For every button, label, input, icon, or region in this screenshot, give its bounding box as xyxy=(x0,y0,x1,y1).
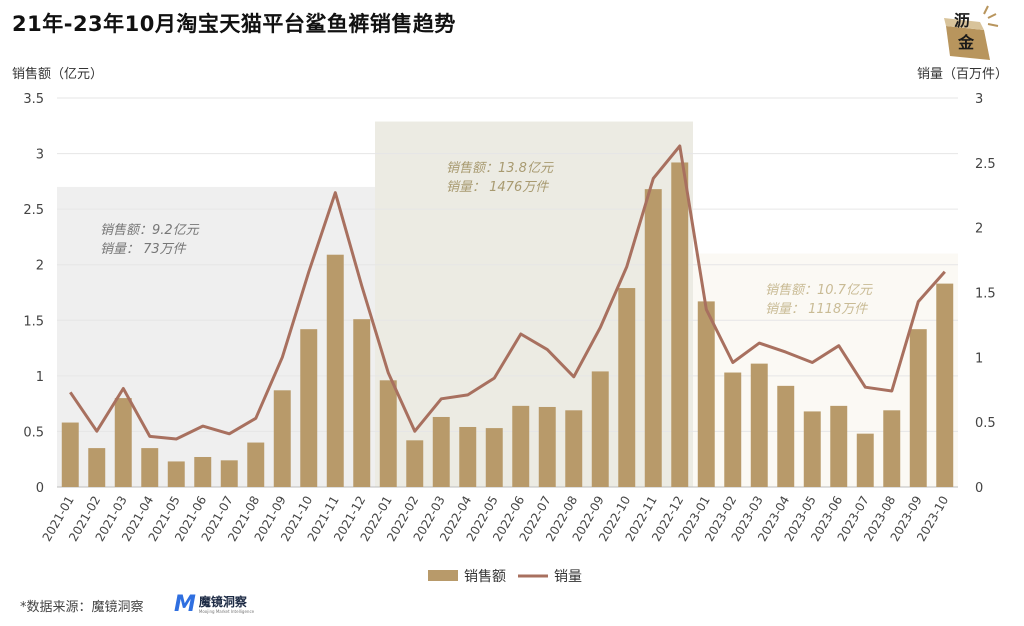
left-tick-label: 0.5 xyxy=(23,425,44,440)
bar-2022-05 xyxy=(485,428,503,487)
bar-2023-05 xyxy=(803,411,821,487)
bar-2023-01 xyxy=(697,301,715,487)
bar-2022-11 xyxy=(644,189,662,487)
right-tick-label: 0 xyxy=(975,481,983,496)
left-axis-title: 销售额（亿元） xyxy=(12,66,103,82)
bar-2021-11 xyxy=(326,254,344,487)
annotation-2-line-2: 销量： 1476万件 xyxy=(446,180,549,195)
bar-2021-01 xyxy=(61,422,79,487)
logo-box-lid xyxy=(944,18,984,30)
bar-2023-08 xyxy=(883,410,901,487)
bar-2022-10 xyxy=(618,288,636,487)
left-axis-ticks: 0 0.5 1 1.5 2 2.5 3 3.5 xyxy=(23,92,44,496)
annotation-3-line-1: 销售额：10.7亿元 xyxy=(765,283,873,298)
left-tick-label: 2 xyxy=(36,259,44,274)
logo-text-bottom: 金 xyxy=(957,33,975,52)
left-tick-label: 1 xyxy=(36,370,44,385)
bar-2021-04 xyxy=(141,448,159,487)
annotation-2-line-1: 销售额：13.8亿元 xyxy=(446,161,554,176)
bar-2022-08 xyxy=(565,410,583,487)
period-shades xyxy=(57,121,958,487)
bar-2022-02 xyxy=(406,440,424,487)
left-tick-label: 2.5 xyxy=(23,203,44,218)
bar-2021-03 xyxy=(114,398,132,487)
sparkle-box-logo: 沥 金 xyxy=(944,5,999,60)
bar-2022-06 xyxy=(512,405,530,487)
right-axis-ticks: 0 0.5 1 1.5 2 2.5 3 xyxy=(975,92,996,496)
bar-2021-09 xyxy=(273,390,291,487)
logo-text-top: 沥 xyxy=(954,11,970,30)
bar-2022-09 xyxy=(591,371,609,487)
annotation-1-line-1: 销售额：9.2亿元 xyxy=(100,223,200,238)
left-tick-label: 3 xyxy=(36,148,44,163)
bar-2023-03 xyxy=(750,363,768,487)
bar-2021-07 xyxy=(220,460,238,487)
bar-2021-12 xyxy=(353,319,371,487)
logo-ray xyxy=(987,23,999,27)
bar-2021-06 xyxy=(194,456,212,487)
bar-2023-10 xyxy=(936,283,954,487)
chart-title: 21年-23年10月淘宝天猫平台鲨鱼裤销售趋势 xyxy=(12,12,456,36)
right-tick-label: 0.5 xyxy=(975,416,996,431)
bar-2022-04 xyxy=(459,426,477,487)
volume-line-path xyxy=(69,144,946,441)
bar-2023-02 xyxy=(724,372,742,487)
logo-box xyxy=(946,26,990,60)
sales-bars xyxy=(61,162,954,487)
brand-name: 魔镜洞察 xyxy=(198,594,247,609)
bar-2021-05 xyxy=(167,461,185,487)
right-tick-label: 2 xyxy=(975,222,983,237)
legend-bar-swatch xyxy=(428,570,458,581)
bar-2021-08 xyxy=(247,442,265,487)
x-axis-ticks: 2021-012021-022021-032021-042021-052021-… xyxy=(40,494,952,544)
period-shade-2 xyxy=(375,121,693,487)
bar-2023-04 xyxy=(777,385,795,487)
logo-ray xyxy=(987,13,997,19)
bar-2023-07 xyxy=(856,433,874,487)
right-tick-label: 1.5 xyxy=(975,287,996,302)
bar-2022-03 xyxy=(432,416,450,487)
legend: 销售额 销量 xyxy=(428,569,582,585)
annotation-3-line-2: 销量： 1118万件 xyxy=(765,302,868,317)
left-tick-label: 1.5 xyxy=(23,314,44,329)
right-tick-label: 3 xyxy=(975,92,983,107)
bar-2021-10 xyxy=(300,329,318,487)
bar-2022-07 xyxy=(538,406,556,487)
legend-bar-label: 销售额 xyxy=(464,569,506,585)
data-source-note: *数据来源：魔镜洞察 xyxy=(20,600,144,615)
bar-2023-09 xyxy=(909,329,927,487)
brand-mark-icon: M xyxy=(174,592,196,617)
bar-2022-01 xyxy=(379,380,397,487)
legend-line-label: 销量 xyxy=(554,569,582,585)
right-tick-label: 1 xyxy=(975,351,983,366)
logo-ray xyxy=(983,5,989,15)
annotation-1-line-2: 销量： 73万件 xyxy=(100,242,187,257)
bar-2021-02 xyxy=(88,448,106,487)
volume-line xyxy=(69,144,946,441)
right-axis-title: 销量（百万件） xyxy=(917,67,1008,82)
brand-logo: M 魔镜洞察 Moojing Market Intelligence xyxy=(174,592,254,617)
bar-2022-12 xyxy=(671,162,689,487)
bar-2023-06 xyxy=(830,405,848,487)
brand-subtitle: Moojing Market Intelligence xyxy=(198,608,255,614)
right-tick-label: 2.5 xyxy=(975,157,996,172)
left-tick-label: 0 xyxy=(36,481,44,496)
left-tick-label: 3.5 xyxy=(23,92,44,107)
